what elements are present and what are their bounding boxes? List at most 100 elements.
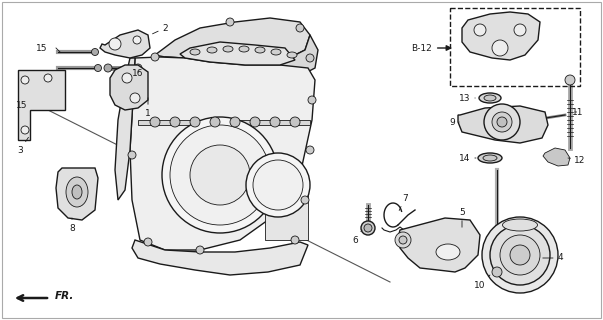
Text: 12: 12 bbox=[568, 156, 586, 164]
Circle shape bbox=[253, 160, 303, 210]
Polygon shape bbox=[462, 12, 540, 60]
Polygon shape bbox=[56, 168, 98, 220]
Circle shape bbox=[364, 224, 372, 232]
Circle shape bbox=[514, 24, 526, 36]
Circle shape bbox=[95, 65, 101, 71]
Ellipse shape bbox=[223, 46, 233, 52]
Ellipse shape bbox=[478, 153, 502, 163]
Circle shape bbox=[104, 64, 112, 72]
Circle shape bbox=[21, 126, 29, 134]
Polygon shape bbox=[543, 148, 570, 166]
Circle shape bbox=[150, 117, 160, 127]
Circle shape bbox=[308, 96, 316, 104]
Circle shape bbox=[196, 246, 204, 254]
Circle shape bbox=[301, 196, 309, 204]
Polygon shape bbox=[398, 218, 480, 272]
Bar bbox=[450, 8, 580, 86]
Polygon shape bbox=[18, 70, 65, 140]
Circle shape bbox=[482, 217, 558, 293]
Circle shape bbox=[144, 238, 152, 246]
Circle shape bbox=[291, 236, 299, 244]
Polygon shape bbox=[132, 240, 308, 275]
Text: 5: 5 bbox=[459, 207, 465, 227]
Circle shape bbox=[492, 40, 508, 56]
Polygon shape bbox=[165, 35, 318, 88]
Circle shape bbox=[133, 36, 141, 44]
Circle shape bbox=[210, 117, 220, 127]
Circle shape bbox=[130, 93, 140, 103]
Polygon shape bbox=[265, 195, 308, 240]
Circle shape bbox=[500, 235, 540, 275]
Circle shape bbox=[290, 117, 300, 127]
Text: 1: 1 bbox=[145, 98, 151, 117]
Circle shape bbox=[490, 225, 550, 285]
Ellipse shape bbox=[502, 219, 537, 231]
Circle shape bbox=[497, 117, 507, 127]
Text: FR.: FR. bbox=[55, 291, 74, 301]
Circle shape bbox=[170, 117, 180, 127]
Polygon shape bbox=[138, 120, 310, 125]
Circle shape bbox=[270, 117, 280, 127]
Circle shape bbox=[395, 232, 411, 248]
Circle shape bbox=[134, 64, 142, 72]
Ellipse shape bbox=[207, 47, 217, 53]
Circle shape bbox=[109, 38, 121, 50]
Text: 6: 6 bbox=[352, 230, 362, 244]
Text: 10: 10 bbox=[474, 275, 490, 290]
Ellipse shape bbox=[255, 47, 265, 53]
Circle shape bbox=[250, 117, 260, 127]
Ellipse shape bbox=[239, 46, 249, 52]
Text: 4: 4 bbox=[543, 253, 563, 262]
Polygon shape bbox=[155, 18, 310, 65]
Circle shape bbox=[474, 24, 486, 36]
Ellipse shape bbox=[72, 185, 82, 199]
Circle shape bbox=[361, 221, 375, 235]
Polygon shape bbox=[115, 58, 135, 200]
Circle shape bbox=[21, 76, 29, 84]
Circle shape bbox=[44, 74, 52, 82]
Text: 9: 9 bbox=[449, 117, 459, 126]
Text: 16: 16 bbox=[132, 68, 144, 77]
Text: 3: 3 bbox=[17, 137, 28, 155]
Circle shape bbox=[162, 117, 278, 233]
Ellipse shape bbox=[66, 177, 88, 207]
Ellipse shape bbox=[436, 244, 460, 260]
Text: 13: 13 bbox=[459, 93, 475, 102]
Circle shape bbox=[492, 112, 512, 132]
Circle shape bbox=[510, 245, 530, 265]
Text: 14: 14 bbox=[459, 154, 476, 163]
Circle shape bbox=[399, 236, 407, 244]
Text: 15: 15 bbox=[16, 100, 28, 109]
Polygon shape bbox=[458, 106, 548, 143]
Polygon shape bbox=[180, 42, 295, 65]
Text: 15: 15 bbox=[36, 44, 48, 52]
Text: B-12: B-12 bbox=[411, 44, 450, 52]
Circle shape bbox=[306, 54, 314, 62]
Circle shape bbox=[151, 53, 159, 61]
Circle shape bbox=[226, 18, 234, 26]
Circle shape bbox=[246, 153, 310, 217]
Polygon shape bbox=[100, 30, 150, 58]
Circle shape bbox=[170, 125, 270, 225]
Circle shape bbox=[484, 104, 520, 140]
Ellipse shape bbox=[479, 93, 501, 103]
Circle shape bbox=[306, 146, 314, 154]
Text: 11: 11 bbox=[572, 108, 584, 116]
Circle shape bbox=[128, 151, 136, 159]
Circle shape bbox=[190, 145, 250, 205]
Polygon shape bbox=[110, 65, 148, 110]
Circle shape bbox=[122, 73, 132, 83]
Ellipse shape bbox=[484, 95, 496, 101]
Circle shape bbox=[230, 117, 240, 127]
Ellipse shape bbox=[271, 49, 281, 55]
Text: 7: 7 bbox=[399, 194, 408, 211]
Circle shape bbox=[492, 267, 502, 277]
Ellipse shape bbox=[483, 155, 497, 161]
Circle shape bbox=[190, 117, 200, 127]
Polygon shape bbox=[130, 57, 315, 250]
Ellipse shape bbox=[190, 49, 200, 55]
Circle shape bbox=[92, 49, 98, 55]
Text: 8: 8 bbox=[69, 218, 75, 233]
Circle shape bbox=[565, 75, 575, 85]
Ellipse shape bbox=[287, 52, 297, 58]
